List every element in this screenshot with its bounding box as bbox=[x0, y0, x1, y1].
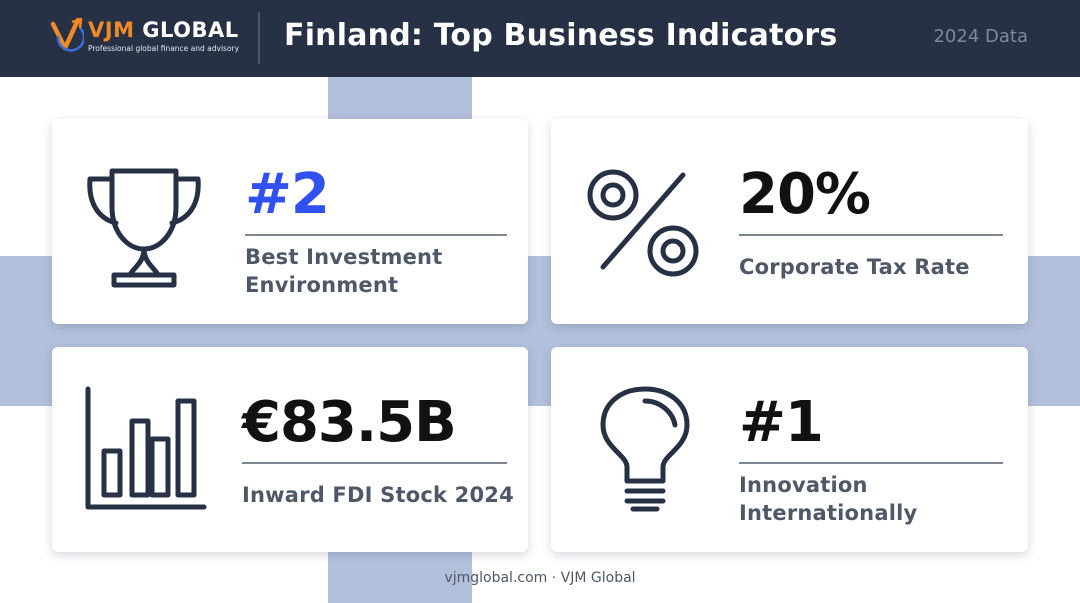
brand-name: VJM GLOBAL bbox=[88, 18, 239, 42]
indicator-label: Inward FDI Stock 2024 bbox=[242, 483, 514, 507]
value-divider bbox=[245, 234, 507, 236]
value-divider bbox=[242, 462, 507, 464]
indicator-value: €83.5B bbox=[242, 390, 457, 455]
footer-credit: vjmglobal.com · VJM Global bbox=[444, 570, 636, 586]
indicator-card-innovation: #1 Innovation Internationally bbox=[551, 347, 1028, 552]
brand-tagline: Professional global finance and advisory bbox=[88, 44, 240, 53]
indicator-value: 20% bbox=[739, 162, 871, 227]
header-divider bbox=[258, 12, 260, 64]
vjm-logo-icon bbox=[50, 17, 84, 52]
indicator-label: Corporate Tax Rate bbox=[739, 255, 970, 279]
value-divider bbox=[739, 234, 1003, 236]
indicator-value: #2 bbox=[245, 162, 330, 227]
indicator-label: Innovation Internationally bbox=[739, 473, 918, 525]
percent-icon bbox=[587, 169, 699, 277]
indicator-card-fdi: €83.5B Inward FDI Stock 2024 bbox=[52, 347, 528, 552]
indicator-card-tax: 20% Corporate Tax Rate bbox=[551, 119, 1028, 324]
trophy-icon bbox=[87, 168, 201, 288]
page-title: Finland: Top Business Indicators bbox=[284, 18, 838, 53]
indicator-card-investment: #2 Best Investment Environment bbox=[52, 119, 528, 324]
brand-prefix: VJM bbox=[88, 18, 135, 42]
lightbulb-icon bbox=[600, 386, 690, 512]
indicator-label: Best Investment Environment bbox=[245, 245, 443, 297]
bar-chart-icon bbox=[85, 386, 207, 510]
brand-suffix: GLOBAL bbox=[134, 18, 239, 42]
indicator-value: #1 bbox=[739, 390, 824, 455]
year-label: 2024 Data bbox=[933, 26, 1028, 47]
header-bar: VJM GLOBAL Professional global finance a… bbox=[0, 0, 1080, 77]
value-divider bbox=[739, 462, 1003, 464]
brand-logo: VJM GLOBAL Professional global finance a… bbox=[50, 14, 250, 62]
